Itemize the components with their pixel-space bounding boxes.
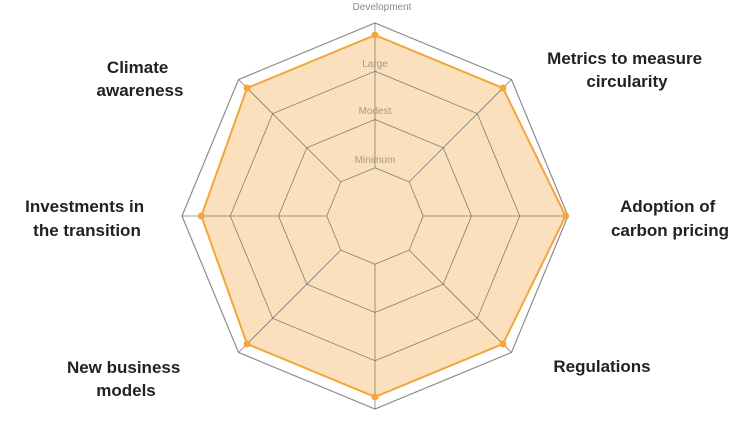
ring-label-minimum: Minimum bbox=[355, 155, 396, 166]
category-label-metrics: Metrics to measure circularity bbox=[547, 49, 707, 91]
data-point bbox=[243, 340, 251, 348]
data-point bbox=[371, 31, 379, 39]
category-label-new-business: New business models bbox=[67, 358, 185, 400]
data-point bbox=[499, 340, 507, 348]
category-label-carbon-pricing: Adoption of carbon pricing bbox=[611, 197, 729, 240]
ring-labels: Large Modest Minimum bbox=[355, 59, 396, 166]
data-point bbox=[197, 212, 205, 220]
axis-title: Development bbox=[353, 2, 412, 13]
category-labels: Metrics to measure circularity Adoption … bbox=[25, 49, 729, 400]
grid-spoke bbox=[408, 249, 512, 353]
category-label-climate: Climate awareness bbox=[97, 58, 184, 100]
ring-label-modest: Modest bbox=[359, 106, 392, 117]
grid-spoke bbox=[238, 249, 342, 353]
category-label-regulations: Regulations bbox=[553, 357, 650, 376]
series-area bbox=[201, 35, 566, 397]
data-point bbox=[243, 84, 251, 92]
grid-spoke bbox=[238, 79, 342, 183]
radar-series bbox=[197, 31, 570, 401]
data-point bbox=[371, 393, 379, 401]
data-point bbox=[499, 84, 507, 92]
ring-label-large: Large bbox=[362, 59, 388, 70]
grid-spoke bbox=[408, 79, 512, 183]
category-label-investments: Investments in the transition bbox=[25, 197, 149, 240]
data-point bbox=[562, 212, 570, 220]
radar-grid bbox=[181, 22, 569, 410]
